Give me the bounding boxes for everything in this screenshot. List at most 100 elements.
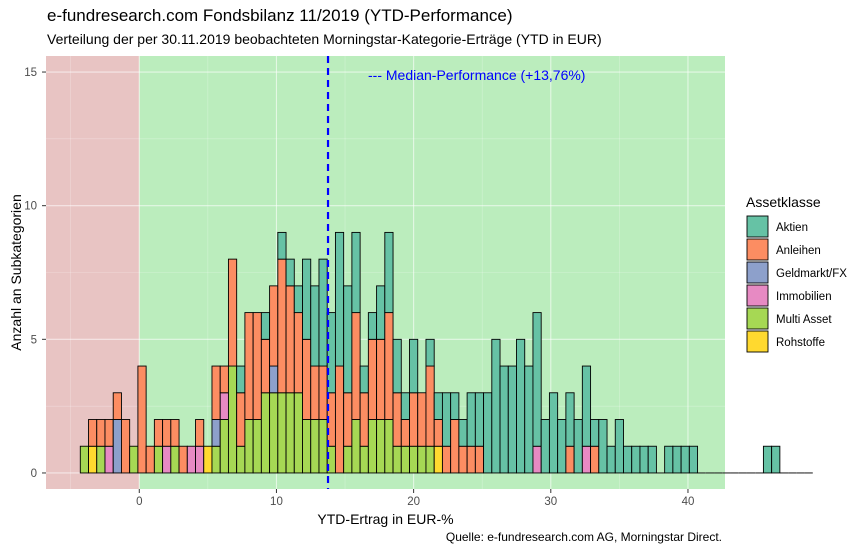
bar-segment xyxy=(441,445,452,474)
y-tick-label: 15 xyxy=(24,67,37,79)
bar-segment xyxy=(548,392,559,474)
bar-segment xyxy=(466,445,476,474)
bar-segment xyxy=(359,445,369,474)
bar-segment xyxy=(244,312,254,420)
bar-segment xyxy=(639,445,649,474)
bar-segment xyxy=(359,365,369,394)
legend-title: Assetklasse xyxy=(746,194,821,210)
bar-segment xyxy=(458,419,468,447)
bar-segment xyxy=(96,419,106,447)
chart-subtitle: Verteilung der per 30.11.2019 beobachtet… xyxy=(47,31,602,47)
bar-segment xyxy=(260,338,271,394)
bar-segment xyxy=(120,419,131,474)
bar-segment xyxy=(623,445,633,474)
x-tick-label: 40 xyxy=(682,496,695,508)
bar-segment xyxy=(277,231,287,260)
bar-segment xyxy=(614,419,624,474)
bar-segment xyxy=(384,231,394,314)
bar-segment xyxy=(647,445,657,474)
bar-segment xyxy=(318,365,328,420)
bar-segment xyxy=(532,312,542,447)
bar-segment xyxy=(302,419,312,474)
bar-segment xyxy=(376,419,386,474)
bar-segment xyxy=(252,312,262,420)
bar-segment xyxy=(310,285,320,367)
chart-title: e-fundresearch.com Fondsbilanz 11/2019 (… xyxy=(47,6,513,25)
bar-segment xyxy=(236,365,246,394)
legend-key xyxy=(746,284,769,307)
bar-segment xyxy=(425,338,435,367)
bar-segment xyxy=(170,445,180,474)
bar-segment xyxy=(507,365,517,474)
bar-segment xyxy=(96,445,106,474)
bar-segment xyxy=(573,419,583,474)
bar-segment xyxy=(162,419,172,447)
bar-segment xyxy=(400,445,410,474)
bar-segment xyxy=(293,312,303,394)
legend-key xyxy=(746,307,769,330)
bar-segment xyxy=(392,392,402,447)
bar-segment xyxy=(581,445,592,474)
bar-segment xyxy=(409,445,419,474)
bar-segment xyxy=(236,392,246,447)
bar-segment xyxy=(474,445,485,474)
bar-segment xyxy=(384,312,394,420)
bar-segment xyxy=(425,445,435,474)
bar-segment xyxy=(343,285,353,394)
bar-segment xyxy=(79,445,89,474)
bar-segment xyxy=(392,338,402,394)
bar-segment xyxy=(145,445,155,474)
legend-label: Anleihen xyxy=(776,245,821,257)
bar-segment xyxy=(293,392,303,474)
bar-segment xyxy=(540,419,550,474)
bar-segment xyxy=(450,419,460,474)
y-axis-title: Anzahl an Subkategorien xyxy=(8,194,24,350)
legend-label: Rohstoffe xyxy=(776,337,825,349)
bar-segment xyxy=(433,445,443,474)
bar-segment xyxy=(277,258,287,394)
bar-segment xyxy=(162,445,172,474)
legend-key xyxy=(746,215,769,238)
bar-segment xyxy=(195,419,205,447)
x-tick-label: 20 xyxy=(407,496,420,508)
bar-segment xyxy=(244,419,254,474)
bar-segment xyxy=(425,365,435,447)
bar-segment xyxy=(153,445,164,474)
bar-segment xyxy=(178,445,188,474)
bar-segment xyxy=(367,419,378,474)
bar-segment xyxy=(590,445,600,474)
bar-segment xyxy=(771,445,781,474)
bar-segment xyxy=(269,365,279,394)
y-tick-label: 10 xyxy=(24,201,37,213)
bar-segment xyxy=(400,419,410,447)
bar-segment xyxy=(112,392,122,420)
x-tick-label: 0 xyxy=(136,496,142,508)
bar-segment xyxy=(260,312,271,340)
axes: 0 10 20 30 40 0 5 10 15 YTD-Ertrag in EUR-% Anzahl… xyxy=(8,67,694,527)
source-caption: Quelle: e-fundresearch.com AG, Morningst… xyxy=(445,530,722,544)
bar-segment xyxy=(351,231,361,314)
legend-label: Multi Asset xyxy=(776,314,832,326)
bar-segment xyxy=(186,445,196,474)
bar-segment xyxy=(310,365,320,420)
bar-segment xyxy=(409,392,419,447)
bar-segment xyxy=(384,419,394,474)
bar-segment xyxy=(211,419,221,447)
bar-segment xyxy=(104,419,114,447)
bar-segment xyxy=(565,445,575,474)
bar-segment xyxy=(343,392,353,447)
bar-segment xyxy=(458,445,468,474)
legend-key xyxy=(746,261,769,284)
bar-segment xyxy=(631,445,641,474)
bar-segment xyxy=(310,419,320,474)
bar-segment xyxy=(302,338,312,420)
bar-segment xyxy=(104,445,114,474)
bar-segment xyxy=(400,392,410,420)
x-tick-label: 10 xyxy=(270,496,283,508)
bar-segment xyxy=(664,445,674,474)
bar-segment xyxy=(450,392,460,420)
bar-segment xyxy=(227,365,238,474)
bar-segment xyxy=(285,285,295,394)
bar-segment xyxy=(236,445,246,474)
legend-label: Aktien xyxy=(776,222,808,234)
